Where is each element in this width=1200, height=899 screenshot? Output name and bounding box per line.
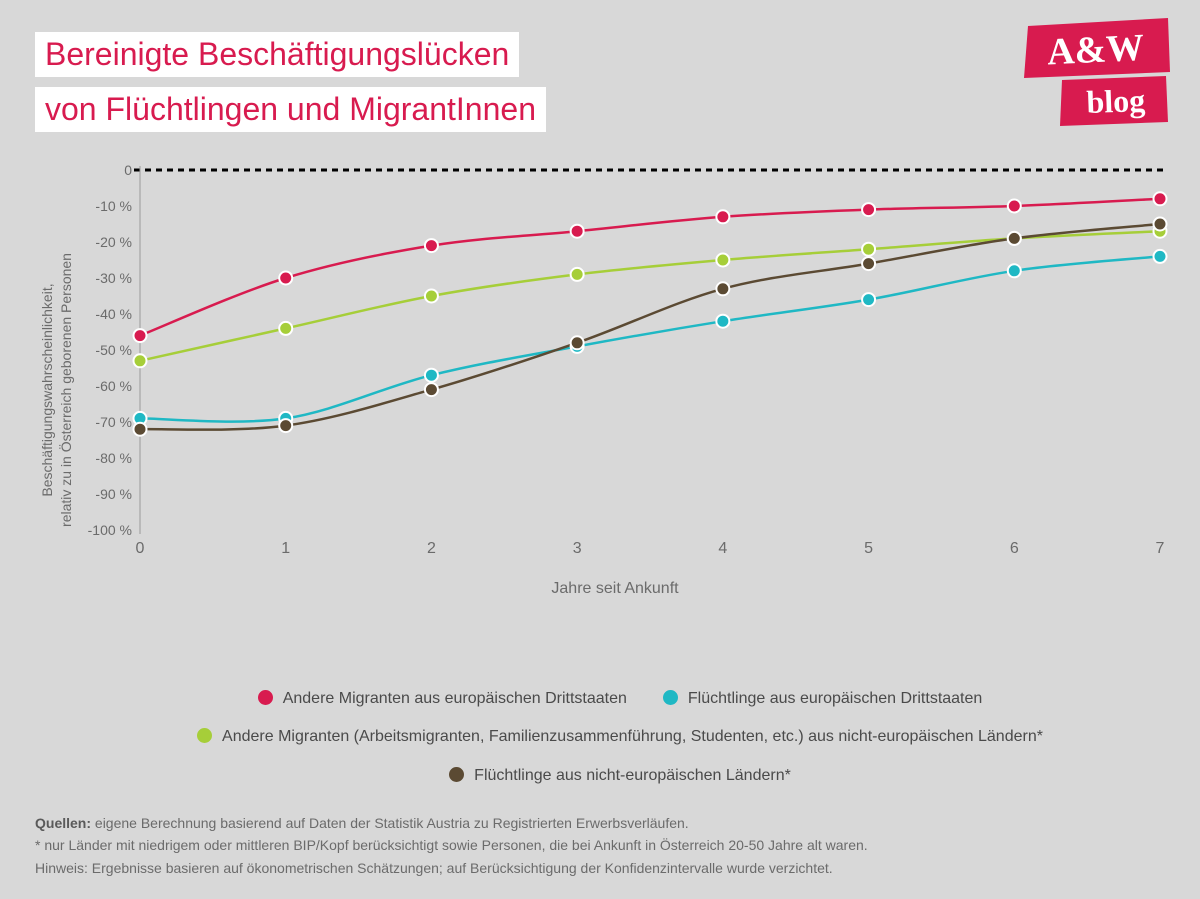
footnote-star: * nur Länder mit niedrigem oder mittlere… bbox=[35, 834, 1165, 856]
series-line-noneu_other bbox=[140, 231, 1160, 361]
logo-text-bottom: blog bbox=[1086, 82, 1146, 120]
x-tick-label: 5 bbox=[864, 540, 873, 558]
x-tick-label: 3 bbox=[573, 540, 582, 558]
footnotes: Quellen: eigene Berechnung basierend auf… bbox=[35, 812, 1165, 879]
series-marker-noneu_other bbox=[279, 322, 292, 335]
x-axis-title: Jahre seit Ankunft bbox=[60, 580, 1170, 598]
legend-item-eu_other: Andere Migranten aus europäischen Dritts… bbox=[258, 680, 627, 718]
legend: Andere Migranten aus europäischen Dritts… bbox=[90, 680, 1150, 795]
series-marker-eu_refugee bbox=[1008, 264, 1021, 277]
series-marker-noneu_refugee bbox=[571, 336, 584, 349]
footnote-quellen: Quellen: eigene Berechnung basierend auf… bbox=[35, 812, 1165, 834]
aw-blog-logo: A&W blog bbox=[1020, 18, 1172, 128]
footnote-hinweis: Hinweis: Ergebnisse basieren auf ökonome… bbox=[35, 857, 1165, 879]
legend-swatch bbox=[258, 690, 273, 705]
legend-swatch bbox=[663, 690, 678, 705]
series-marker-noneu_refugee bbox=[716, 282, 729, 295]
x-axis-ticks: 0 1 2 3 4 5 6 7 bbox=[60, 540, 1170, 570]
series-marker-eu_refugee bbox=[1154, 250, 1167, 263]
series-marker-noneu_other bbox=[716, 254, 729, 267]
series-marker-eu_refugee bbox=[716, 315, 729, 328]
x-tick-label: 1 bbox=[281, 540, 290, 558]
series-marker-noneu_refugee bbox=[425, 383, 438, 396]
series-marker-noneu_other bbox=[425, 290, 438, 303]
legend-row: Flüchtlinge aus nicht-europäischen Lände… bbox=[90, 757, 1150, 795]
legend-item-eu_refugee: Flüchtlinge aus europäischen Drittstaate… bbox=[663, 680, 982, 718]
plot-area bbox=[60, 160, 1170, 560]
series-marker-noneu_refugee bbox=[862, 257, 875, 270]
series-marker-eu_other bbox=[425, 239, 438, 252]
legend-label: Flüchtlinge aus europäischen Drittstaate… bbox=[688, 690, 982, 707]
legend-swatch bbox=[197, 728, 212, 743]
series-marker-eu_other bbox=[571, 225, 584, 238]
series-marker-noneu_other bbox=[571, 268, 584, 281]
series-marker-eu_refugee bbox=[425, 369, 438, 382]
series-marker-eu_other bbox=[862, 203, 875, 216]
series-marker-noneu_other bbox=[134, 354, 147, 367]
x-tick-label: 2 bbox=[427, 540, 436, 558]
series-marker-noneu_refugee bbox=[1008, 232, 1021, 245]
title-line-2: von Flüchtlingen und MigrantInnen bbox=[35, 87, 546, 132]
title-line-1: Bereinigte Beschäftigungslücken bbox=[35, 32, 519, 77]
series-marker-eu_refugee bbox=[862, 293, 875, 306]
legend-row: Andere Migranten (Arbeitsmigranten, Fami… bbox=[90, 718, 1150, 756]
series-marker-eu_other bbox=[1154, 192, 1167, 205]
series-marker-eu_other bbox=[134, 329, 147, 342]
legend-item-noneu_other: Andere Migranten (Arbeitsmigranten, Fami… bbox=[197, 718, 1043, 756]
legend-swatch bbox=[449, 767, 464, 782]
series-marker-noneu_other bbox=[862, 243, 875, 256]
title-block: Bereinigte Beschäftigungslücken von Flüc… bbox=[35, 32, 546, 142]
series-line-eu_refugee bbox=[140, 256, 1160, 421]
legend-item-noneu_refugee: Flüchtlinge aus nicht-europäischen Lände… bbox=[449, 757, 791, 795]
legend-label: Andere Migranten aus europäischen Dritts… bbox=[283, 690, 627, 707]
x-tick-label: 6 bbox=[1010, 540, 1019, 558]
legend-label: Flüchtlinge aus nicht-europäischen Lände… bbox=[474, 767, 791, 784]
x-tick-label: 7 bbox=[1156, 540, 1165, 558]
series-marker-eu_other bbox=[279, 272, 292, 285]
series-marker-eu_other bbox=[716, 210, 729, 223]
x-tick-label: 0 bbox=[136, 540, 145, 558]
series-marker-eu_other bbox=[1008, 200, 1021, 213]
series-marker-noneu_refugee bbox=[279, 419, 292, 432]
series-marker-noneu_refugee bbox=[134, 423, 147, 436]
series-marker-noneu_refugee bbox=[1154, 218, 1167, 231]
legend-label: Andere Migranten (Arbeitsmigranten, Fami… bbox=[222, 728, 1043, 745]
chart: Beschäftigungswahrscheinlichkeit, relati… bbox=[60, 160, 1170, 600]
logo-text-top: A&W bbox=[1046, 26, 1145, 73]
legend-row: Andere Migranten aus europäischen Dritts… bbox=[90, 680, 1150, 718]
x-tick-label: 4 bbox=[718, 540, 727, 558]
